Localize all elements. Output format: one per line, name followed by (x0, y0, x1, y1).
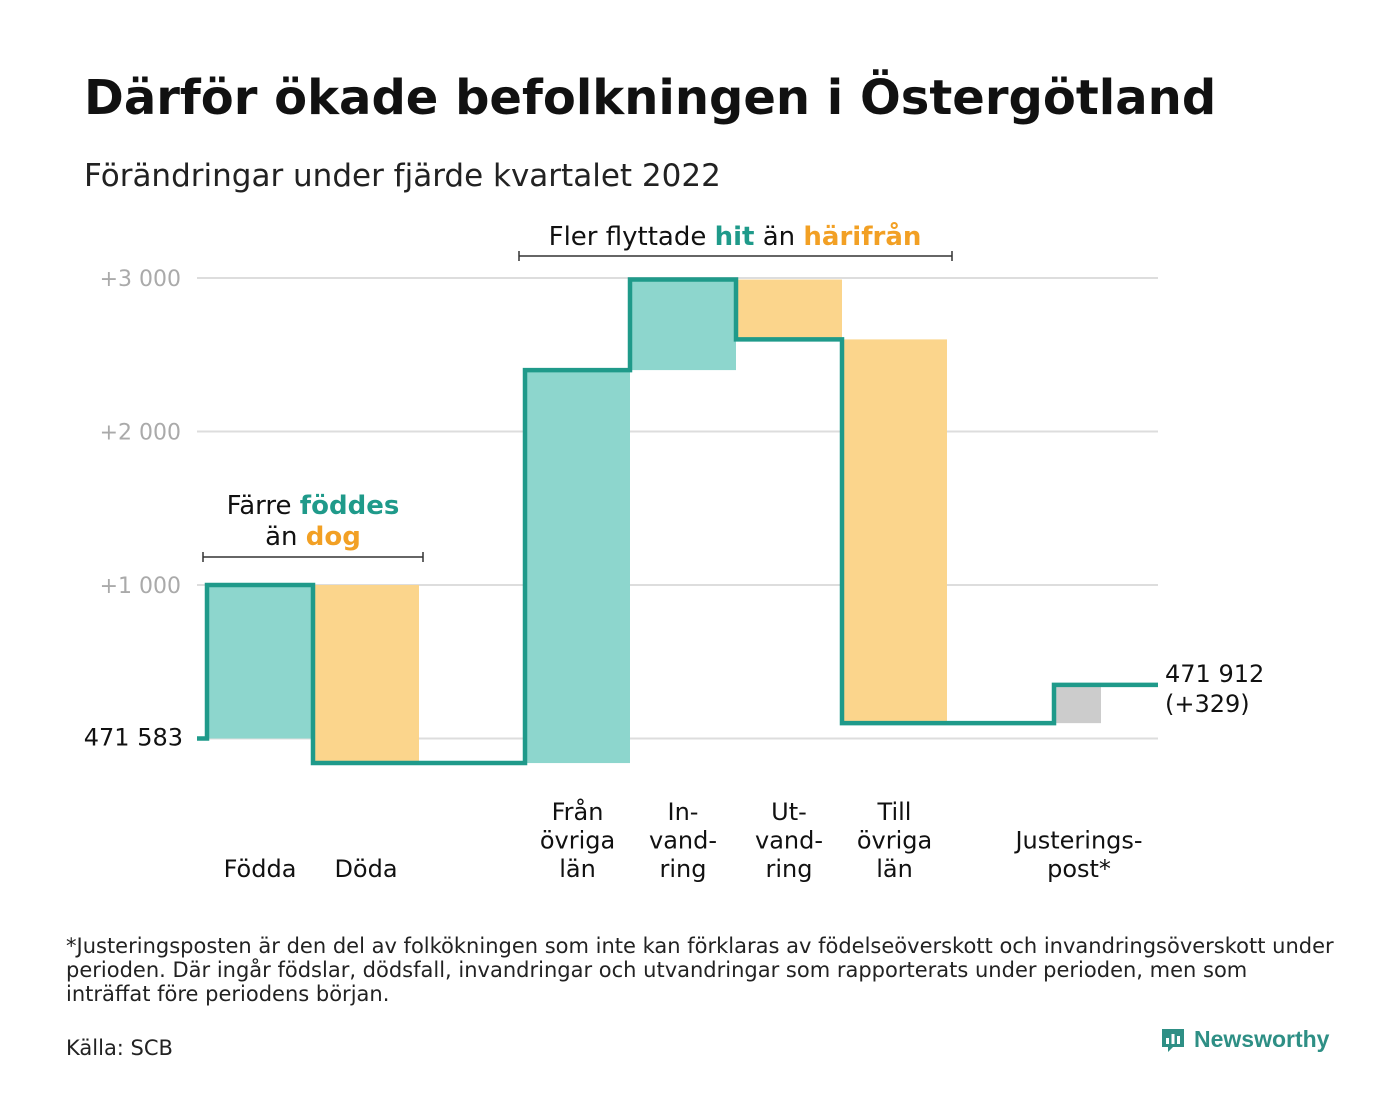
bar-decrease (313, 585, 419, 764)
category-label: Ut- (771, 798, 807, 826)
bar-increase (525, 370, 630, 764)
annotation-span: hit (715, 222, 755, 252)
category-label: Döda (334, 855, 397, 883)
brand[interactable]: Newsworthy (1160, 1026, 1329, 1053)
category-label: Födda (224, 855, 297, 883)
bar-increase (207, 585, 313, 739)
category-label: vand- (649, 827, 717, 855)
annotation-span: än (265, 522, 306, 552)
category-label: län (876, 855, 913, 883)
annotation-text: Fler flyttade hit än härifrån (549, 220, 922, 252)
category-label: övriga (540, 827, 615, 855)
category-label: Från (552, 797, 604, 826)
y-tick-label: +3 000 (100, 267, 181, 292)
end-change-label: (+329) (1165, 690, 1250, 718)
brand-name: Newsworthy (1194, 1026, 1330, 1052)
annotation-span: dog (306, 522, 361, 552)
waterfall-chart: +1 000 +2 000 +3 000 471 583 471 912(+329) Fö… (84, 220, 1265, 883)
source-label: Källa: SCB (66, 1036, 173, 1060)
annotation-span: Fler flyttade (549, 222, 715, 252)
y-tick-label: +2 000 (100, 421, 181, 446)
bar-increase (630, 279, 736, 371)
category-label: In- (668, 798, 699, 826)
footnote: *Justeringsposten är den del av folkökni… (66, 934, 1334, 1006)
bar-adjustment (1054, 684, 1101, 724)
annotation-span: föddes (300, 491, 400, 521)
start-value-label: 471 583 (84, 724, 183, 752)
annotation-span: Färre (227, 491, 300, 521)
end-value-label: 471 912 (1165, 660, 1264, 688)
category-label: Justerings- (1013, 827, 1142, 855)
category-label: Till (877, 798, 912, 826)
step-line (197, 277, 1158, 766)
annotation-bracket (202, 552, 424, 562)
chart-subtitle: Förändringar under fjärde kvartalet 2022 (84, 158, 721, 194)
category-label: ring (660, 855, 707, 883)
annotation-bracket (518, 251, 953, 261)
category-label: övriga (857, 827, 932, 855)
annotation-text: än dog (265, 522, 361, 552)
annotation-text: Färre föddes (227, 491, 400, 521)
annotation-span: härifrån (803, 220, 921, 252)
annotation-span: än (754, 222, 803, 252)
bar-decrease (736, 279, 842, 340)
chart-title: Därför ökade befolkningen i Östergötland (84, 70, 1217, 126)
newsworthy-logo-icon (1162, 1028, 1184, 1052)
category-label: post* (1047, 855, 1111, 883)
bar-decrease (842, 339, 947, 724)
category-label: län (559, 855, 596, 883)
category-label: vand- (755, 827, 823, 855)
category-label: ring (766, 855, 813, 883)
y-tick-label: +1 000 (100, 574, 181, 599)
